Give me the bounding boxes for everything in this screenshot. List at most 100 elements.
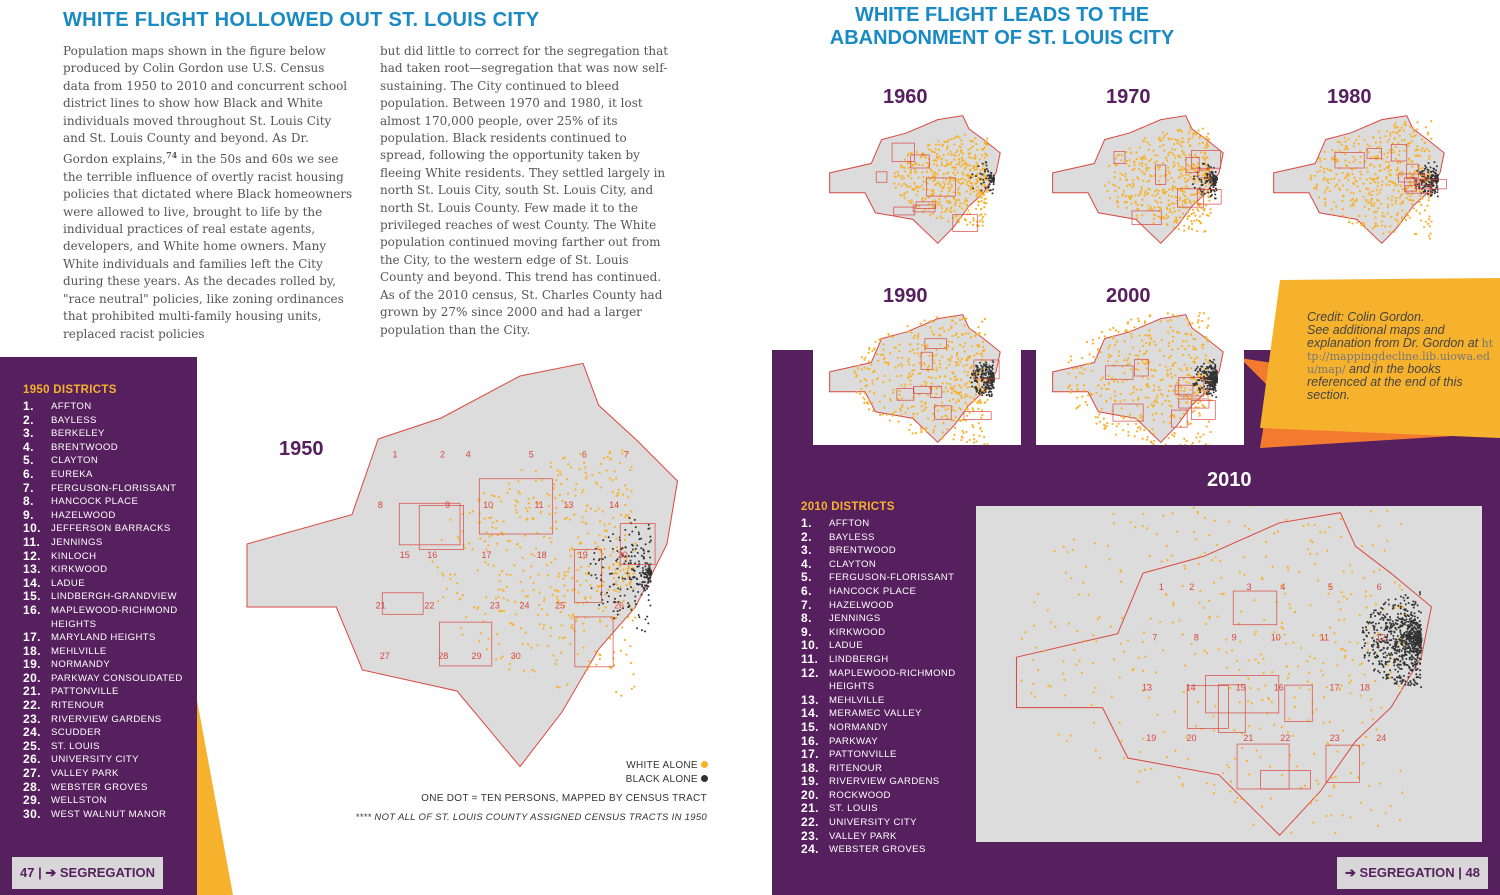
district-name: Valley Park — [51, 768, 119, 780]
district-label: 28 — [438, 651, 448, 661]
district-name: Riverview Gardens — [829, 776, 940, 788]
district-number: 29. — [23, 793, 41, 808]
district-name: Maplewood-Richmond Heights — [51, 604, 178, 630]
district-item: 22. Ritenour — [23, 698, 191, 713]
footnote-ref[interactable]: 74 — [166, 150, 178, 161]
district-name: Brentwood — [51, 441, 119, 453]
district-name: Maryland Heights — [51, 632, 156, 644]
district-boundary — [619, 523, 656, 565]
county-outline — [829, 115, 1001, 245]
legend-black-label: BLACK ALONE — [625, 774, 698, 785]
district-name: Affton — [829, 518, 870, 529]
district-number: 30. — [23, 806, 41, 821]
district-name: Webster Groves — [51, 781, 148, 793]
population-dots — [381, 449, 656, 697]
district-label: 14 — [609, 500, 619, 510]
district-boundary — [1186, 685, 1229, 729]
district-name: Clayton — [51, 455, 99, 467]
district-number: 11. — [23, 534, 41, 549]
district-label: 21 — [1243, 733, 1253, 743]
district-name: Kirkwood — [829, 626, 886, 638]
district-number: 23. — [23, 711, 41, 726]
population-dots — [853, 315, 1000, 446]
map-2000 — [1052, 306, 1224, 452]
district-item: 23. Riverview Gardens — [23, 711, 191, 727]
district-item: 13. Kirkwood — [23, 563, 191, 577]
district-name: Ladue — [829, 640, 863, 652]
tract-note: **** NOT ALL OF ST. LOUIS COUNTY ASSIGNE… — [355, 812, 707, 823]
district-number: 7. — [23, 480, 34, 495]
district-boundary — [1284, 684, 1313, 722]
map-1950-year: 1950 — [279, 438, 324, 460]
district-boundary — [1205, 675, 1280, 714]
district-name: University City — [51, 754, 139, 766]
district-boundary — [1113, 151, 1126, 165]
district-item: 1. Affton — [801, 516, 969, 531]
district-number: 14. — [801, 706, 819, 721]
footer-left[interactable]: 47 | ➔ SEGREGATION — [12, 857, 163, 889]
district-item: 24. Scudder — [23, 726, 191, 740]
district-boundary — [1260, 770, 1311, 790]
district-name: Hazelwood — [51, 509, 116, 521]
district-label: 5 — [1328, 582, 1333, 592]
district-name: Riverview Gardens — [51, 713, 162, 725]
district-name: Hazelwood — [829, 599, 894, 611]
district-boundary — [1217, 684, 1246, 733]
district-name: Normandy — [51, 659, 111, 671]
district-item: 7. Hazelwood — [801, 598, 969, 613]
district-boundary — [1112, 403, 1144, 422]
district-boundary — [913, 386, 932, 394]
map-1960 — [829, 115, 1001, 245]
footer-right[interactable]: ➔ SEGREGATION | 48 — [1337, 857, 1488, 889]
district-name: Clayton — [829, 558, 877, 570]
district-label: 6 — [582, 449, 587, 459]
credit-link[interactable]: http://mappingdecline.lib.uiowa.edu/map/ — [1307, 337, 1494, 376]
district-label: 13 — [1142, 683, 1152, 693]
district-number: 17. — [801, 747, 819, 762]
credit-text-end: and in the books referenced at the end o… — [1307, 362, 1463, 402]
district-item: 12. Maplewood-Richmond Heights — [801, 666, 969, 694]
district-label: 2 — [1189, 582, 1194, 592]
district-name: Meramec Valley — [829, 708, 922, 720]
district-item: 28. Webster Groves — [23, 779, 191, 795]
district-boundary — [896, 388, 915, 401]
district-label: 12 — [1376, 632, 1386, 642]
district-number: 11. — [801, 651, 819, 666]
dot-note: ONE DOT = TEN PERSONS, MAPPED BY CENSUS … — [421, 793, 707, 804]
district-boundary — [924, 338, 948, 349]
district-boundary — [381, 592, 424, 615]
population-dots — [1067, 306, 1218, 452]
district-label: 23 — [490, 601, 500, 611]
district-boundary — [398, 502, 461, 546]
district-boundary — [1196, 189, 1222, 205]
district-item: 14. Ladue — [23, 576, 191, 591]
district-number: 24. — [801, 842, 819, 857]
district-label: 4 — [466, 449, 471, 459]
district-number: 15. — [23, 589, 41, 604]
county-outline — [246, 362, 679, 768]
district-boundary — [963, 411, 992, 420]
district-number: 6. — [23, 466, 34, 481]
district-label: 21 — [376, 601, 386, 611]
district-number: 16. — [23, 602, 41, 617]
district-label: 3 — [1247, 582, 1252, 592]
district-label: 24 — [1376, 733, 1386, 743]
district-label: 27 — [380, 651, 390, 661]
district-label: 9 — [1232, 632, 1237, 642]
arrow-right-icon: ➔ — [45, 865, 57, 880]
county-outline — [829, 314, 1001, 444]
col1-text: Population maps shown in the figure belo… — [63, 44, 348, 167]
district-label: 29 — [472, 651, 482, 661]
district-label: 25 — [555, 601, 565, 611]
district-item: 10. Ladue — [801, 639, 969, 653]
district-number: 22. — [801, 815, 819, 830]
district-name: Bayless — [51, 414, 97, 426]
district-number: 13. — [801, 692, 819, 707]
district-number: 28. — [23, 779, 41, 794]
district-item: 8. Jennings — [801, 612, 969, 626]
map-legend: WHITE ALONE BLACK ALONE — [626, 760, 708, 785]
district-boundary — [1131, 210, 1162, 225]
district-number: 23. — [801, 828, 819, 843]
district-number: 8. — [23, 494, 34, 509]
